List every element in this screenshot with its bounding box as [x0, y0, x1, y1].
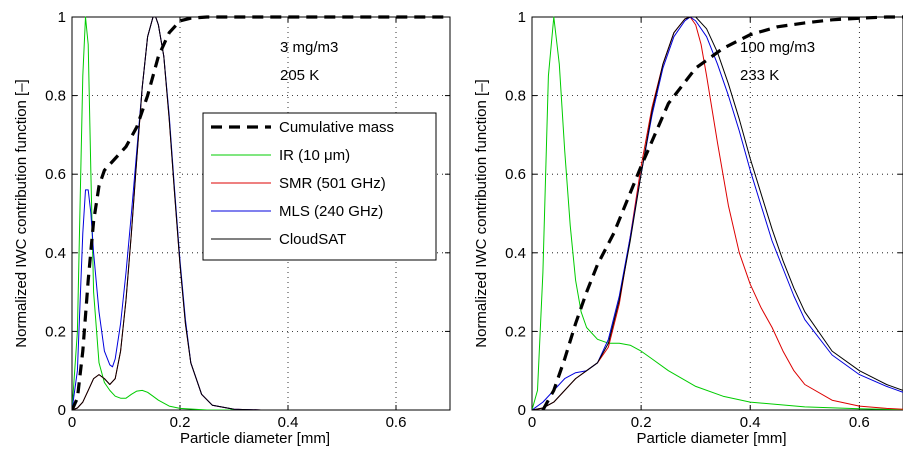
- annotation-1: 3 mg/m3: [280, 39, 338, 56]
- x-tick-label: 0.2: [170, 414, 191, 431]
- legend-box: [202, 112, 437, 261]
- series-line-ir-10-m: [532, 16, 903, 410]
- x-tick-label: 0.6: [386, 414, 407, 431]
- x-axis-label: Particle diameter [mm]: [636, 430, 786, 447]
- legend: Cumulative mass IR (10 μm) SMR (501 GHz) ML…: [202, 112, 437, 261]
- legend-label: CloudSAT: [279, 231, 346, 248]
- chart-panel-1: 0 0.2 0.4 0.6 0.8 1 0 0.2 0.4 0.6 Particle diamete…: [13, 9, 451, 447]
- y-tick-label: 0.8: [45, 88, 66, 105]
- series-group: [72, 15, 450, 410]
- legend-label: Cumulative mass: [279, 119, 394, 136]
- annotation-1: 100 mg/m3: [740, 39, 815, 56]
- x-tick-label: 0.6: [849, 414, 870, 431]
- chart-panel-2: 0 0.2 0.4 0.6 0.8 1 0 0.2 0.4 0.6 Particle diamete…: [473, 9, 903, 447]
- series-line-cumulative-mass: [72, 15, 450, 410]
- y-axis-label: Normalized IWC contribution function [–]: [473, 79, 490, 347]
- legend-label: MLS (240 GHz): [279, 203, 383, 220]
- x-axis-label: Particle diameter [mm]: [180, 430, 330, 447]
- y-tick-label: 0: [518, 402, 526, 419]
- series-group: [532, 15, 903, 410]
- y-tick-label: 0.4: [505, 245, 526, 262]
- y-tick-label: 0.4: [45, 245, 66, 262]
- y-tick-label: 0.6: [45, 166, 66, 183]
- y-tick-label: 0.2: [505, 323, 526, 340]
- x-tick-label: 0: [528, 414, 536, 431]
- series-line-cloudsat: [532, 16, 903, 410]
- series-line-cumulative-mass: [541, 15, 903, 410]
- annotation-2: 205 K: [280, 67, 319, 84]
- plot-area: [531, 16, 903, 411]
- y-tick-label: 0.8: [505, 88, 526, 105]
- legend-label: SMR (501 GHz): [279, 175, 386, 192]
- y-tick-label: 1: [518, 9, 526, 26]
- y-tick-label: 1: [58, 9, 66, 26]
- x-tick-label: 0.2: [631, 414, 652, 431]
- series-line-cloudsat: [72, 16, 450, 410]
- series-line-ir-10-m: [72, 16, 450, 410]
- x-tick-label: 0: [68, 414, 76, 431]
- x-tick-label: 0.4: [278, 414, 299, 431]
- y-tick-label: 0.6: [505, 166, 526, 183]
- y-tick-label: 0.2: [45, 323, 66, 340]
- legend-label: IR (10 μm): [279, 147, 350, 164]
- x-tick-label: 0.4: [740, 414, 761, 431]
- y-tick-label: 0: [58, 402, 66, 419]
- annotation-2: 233 K: [740, 67, 779, 84]
- y-axis-label: Normalized IWC contribution function [–]: [13, 79, 30, 347]
